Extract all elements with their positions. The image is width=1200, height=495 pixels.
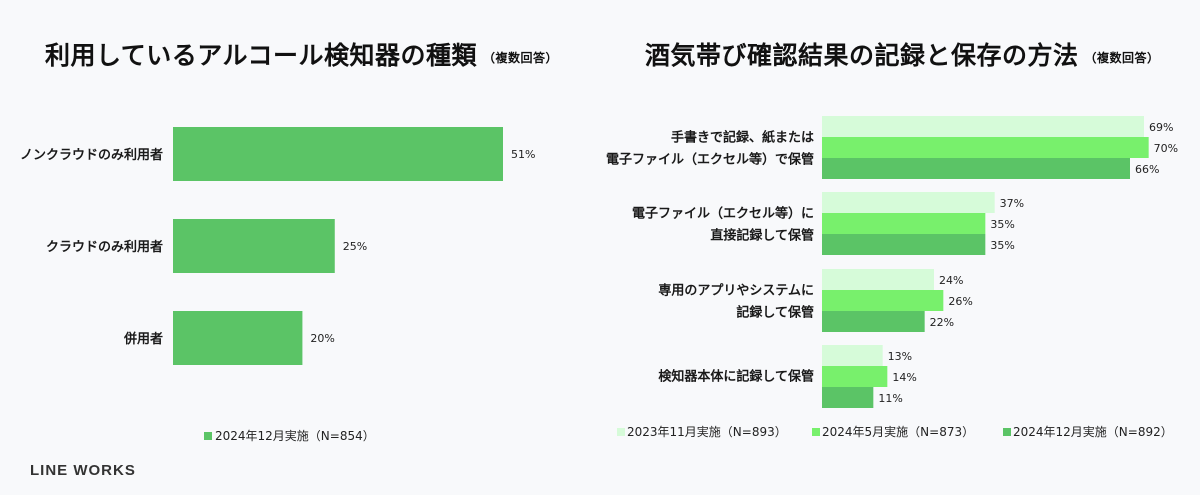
left-category-label-2: 併用者 [123, 331, 163, 347]
right-value-label-g0-s0: 69% [1149, 121, 1173, 134]
right-bar-g1-s2 [822, 234, 986, 255]
right-legend-label-2: 2024年12月実施（N=892） [1013, 424, 1173, 439]
right-category-label-1-line-1: 直接記録して保管 [710, 228, 814, 244]
right-category-label-2-line-0: 専用のアプリやシステムに [658, 283, 814, 299]
brand-logo: LINE WORKS [30, 462, 136, 479]
right-bar-g3-s0 [822, 345, 883, 366]
left-legend-label: 2024年12月実施（N=854） [215, 428, 375, 443]
right-category-label-2-line-1: 記録して保管 [736, 305, 814, 321]
right-value-label-g2-s0: 24% [939, 274, 963, 287]
left-chart-title-block: 利用しているアルコール検知器の種類 （複数回答） [45, 36, 558, 72]
right-bar-g2-s1 [822, 290, 944, 311]
right-value-label-g0-s2: 66% [1135, 163, 1159, 176]
right-bar-g2-s2 [822, 311, 925, 332]
right-chart-title-block: 酒気帯び確認結果の記録と保存の方法 （複数回答） [645, 36, 1160, 72]
right-category-label-1-line-0: 電子ファイル（エクセル等）に [632, 206, 814, 222]
right-value-label-g0-s1: 70% [1154, 142, 1178, 155]
right-value-label-g1-s1: 35% [990, 218, 1014, 231]
right-category-label-0-line-0: 手書きで記録、紙または [671, 130, 814, 146]
right-value-label-g1-s2: 35% [990, 239, 1014, 252]
left-legend-swatch [204, 432, 212, 440]
right-legend-swatch-0 [617, 428, 625, 436]
left-bar-1 [173, 219, 335, 273]
right-legend-swatch-2 [1003, 428, 1011, 436]
right-bar-g1-s0 [822, 192, 995, 213]
left-value-label-2: 20% [310, 332, 334, 345]
right-bar-g0-s1 [822, 137, 1149, 158]
right-value-label-g3-s0: 13% [888, 350, 912, 363]
right-bar-g1-s1 [822, 213, 986, 234]
right-value-label-g2-s2: 22% [930, 316, 954, 329]
right-value-label-g3-s2: 11% [878, 392, 902, 405]
right-legend-label-1: 2024年5月実施（N=873） [822, 424, 974, 439]
left-bar-0 [173, 127, 503, 181]
left-chart-title-note: （複数回答） [483, 50, 559, 65]
right-chart-title-note: （複数回答） [1084, 50, 1160, 65]
right-value-label-g3-s1: 14% [892, 371, 916, 384]
right-category-label-3-line-0: 検知器本体に記録して保管 [658, 369, 814, 385]
left-value-label-1: 25% [343, 240, 367, 253]
right-legend-label-0: 2023年11月実施（N=893） [627, 424, 787, 439]
right-value-label-g1-s0: 37% [1000, 197, 1024, 210]
right-bar-g0-s0 [822, 116, 1144, 137]
left-bar-2 [173, 311, 303, 365]
right-bar-g2-s0 [822, 269, 934, 290]
left-category-label-1: クラウドのみ利用者 [46, 239, 163, 255]
right-bar-g3-s1 [822, 366, 888, 387]
right-legend-swatch-1 [812, 428, 820, 436]
right-bar-g0-s2 [822, 158, 1130, 179]
right-bar-g3-s2 [822, 387, 874, 408]
left-category-label-0: ノンクラウドのみ利用者 [20, 147, 163, 163]
right-category-label-0-line-1: 電子ファイル（エクセル等）で保管 [606, 152, 814, 168]
left-chart-title: 利用しているアルコール検知器の種類 [45, 41, 478, 70]
right-value-label-g2-s1: 26% [948, 295, 972, 308]
left-value-label-0: 51% [511, 148, 535, 161]
right-chart-title: 酒気帯び確認結果の記録と保存の方法 [645, 41, 1079, 70]
